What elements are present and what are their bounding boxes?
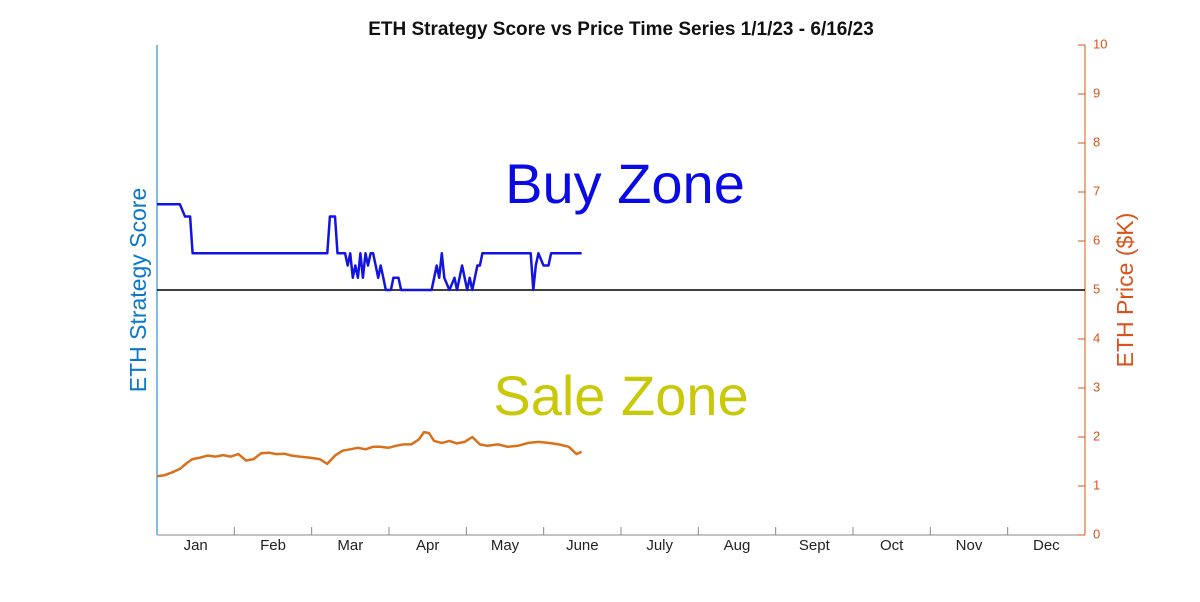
x-tick-label: Apr [416, 537, 439, 554]
x-tick-label: Sept [799, 537, 831, 554]
y2-tick-label: 10 [1093, 36, 1107, 51]
x-tick-label: Aug [724, 537, 751, 554]
x-tick-label: May [491, 537, 520, 554]
y2-tick-label: 5 [1093, 281, 1100, 296]
y2-tick-label: 6 [1093, 232, 1100, 247]
x-tick-label: Mar [337, 537, 363, 554]
x-tick-label: Dec [1033, 537, 1060, 554]
annotation: Buy Zone [505, 152, 745, 215]
x-tick-label: Oct [880, 537, 904, 554]
annotation: Sale Zone [493, 364, 748, 427]
y2-tick-label: 7 [1093, 183, 1100, 198]
y2-tick-label: 1 [1093, 477, 1100, 492]
y2-axis-label: ETH Price ($K) [1112, 213, 1138, 368]
series-line [157, 203, 582, 292]
x-tick-label: Nov [956, 537, 983, 554]
y2-tick-label: 4 [1093, 330, 1100, 345]
y2-tick-label: 9 [1093, 85, 1100, 100]
x-tick-label: Jan [184, 537, 208, 554]
y2-tick-label: 2 [1093, 428, 1100, 443]
y-axis-label: ETH Strategy Score [125, 188, 151, 393]
y2-tick-label: 8 [1093, 134, 1100, 149]
x-tick-label: July [646, 537, 673, 554]
y2-tick-label: 3 [1093, 379, 1100, 394]
chart-title: ETH Strategy Score vs Price Time Series … [368, 19, 874, 40]
series-line [156, 430, 583, 478]
y2-tick-label: 0 [1093, 526, 1100, 541]
x-tick-label: June [566, 537, 599, 554]
x-tick-label: Feb [260, 537, 286, 554]
